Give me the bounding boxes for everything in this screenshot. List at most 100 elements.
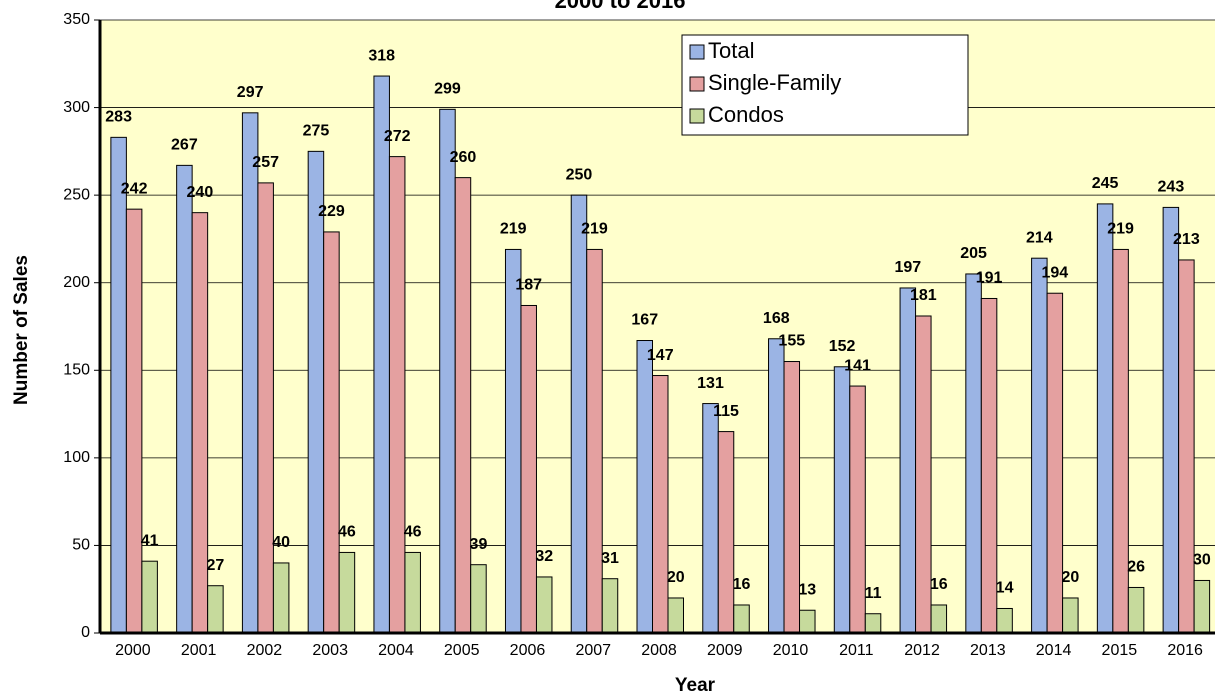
bar	[768, 338, 785, 634]
bar	[454, 177, 472, 634]
legend-label: Condos	[708, 102, 784, 127]
bar	[1112, 248, 1129, 634]
value-label: 275	[303, 123, 330, 140]
x-tick-label: 2004	[378, 642, 414, 659]
bar	[176, 164, 193, 634]
bar	[125, 208, 143, 634]
legend-label: Total	[708, 38, 754, 63]
bar	[849, 385, 866, 634]
value-label: 168	[763, 310, 790, 327]
bar	[373, 75, 390, 634]
x-tick-label: 2016	[1167, 642, 1203, 659]
bar	[272, 562, 290, 634]
bar	[323, 231, 340, 634]
value-label: 155	[778, 333, 805, 350]
value-label: 260	[450, 149, 477, 166]
value-label: 46	[404, 524, 422, 541]
legend-box	[681, 34, 969, 136]
value-label: 243	[1158, 179, 1185, 196]
bar	[717, 431, 735, 634]
x-tick-label: 2001	[181, 642, 217, 659]
x-tick-label: 2008	[641, 642, 677, 659]
bar	[257, 182, 274, 634]
legend-swatch	[689, 108, 705, 124]
value-label: 41	[141, 532, 159, 549]
x-tick-label: 2012	[904, 642, 940, 659]
value-label: 26	[1127, 559, 1145, 576]
bar	[601, 578, 619, 634]
bar	[439, 108, 456, 634]
bar	[520, 304, 537, 634]
x-tick-label: 2010	[773, 642, 809, 659]
x-tick-label: 2000	[115, 642, 151, 659]
value-label: 167	[631, 312, 658, 329]
bar	[1031, 257, 1048, 634]
y-tick-label: 350	[63, 11, 90, 28]
bar	[586, 248, 603, 634]
value-label: 213	[1173, 231, 1200, 248]
value-label: 297	[237, 84, 264, 101]
x-tick-label: 2003	[312, 642, 348, 659]
bar	[1046, 292, 1064, 634]
x-tick-label: 2005	[444, 642, 480, 659]
x-tick-label: 2006	[510, 642, 546, 659]
bar	[636, 340, 653, 634]
y-tick-label: 0	[81, 624, 90, 641]
y-tick-label: 250	[63, 186, 90, 203]
bar	[733, 604, 750, 634]
bar	[702, 403, 719, 634]
value-label: 267	[171, 137, 198, 154]
bar	[570, 194, 588, 634]
bar	[965, 273, 982, 634]
value-label: 194	[1041, 264, 1068, 281]
value-label: 141	[844, 357, 871, 374]
y-tick-label: 300	[63, 99, 90, 116]
value-label: 16	[930, 576, 948, 593]
value-label: 181	[910, 287, 937, 304]
bar	[652, 375, 669, 634]
value-label: 20	[667, 569, 685, 586]
bar	[504, 248, 522, 634]
value-label: 219	[500, 221, 527, 238]
x-tick-label: 2015	[1102, 642, 1138, 659]
value-label: 32	[535, 548, 553, 565]
value-label: 250	[566, 166, 593, 183]
value-label: 40	[272, 534, 290, 551]
value-label: 13	[798, 581, 816, 598]
bar	[915, 315, 932, 634]
bar	[404, 551, 421, 634]
chart-title: 2000 to 2016	[555, 0, 686, 13]
bar	[899, 287, 917, 634]
x-tick-label: 2007	[575, 642, 611, 659]
value-label: 115	[713, 403, 739, 420]
value-label: 318	[368, 47, 395, 64]
value-label: 39	[470, 536, 488, 553]
bar	[799, 609, 816, 634]
bar	[191, 212, 209, 634]
value-label: 197	[894, 259, 921, 276]
value-label: 16	[733, 576, 751, 593]
y-tick-label: 50	[72, 537, 90, 554]
value-label: 299	[434, 81, 461, 98]
bar	[1178, 259, 1195, 634]
x-tick-label: 2009	[707, 642, 743, 659]
legend-swatch	[689, 44, 705, 60]
bar	[930, 604, 948, 634]
value-label: 242	[121, 180, 148, 197]
y-tick-label: 200	[63, 274, 90, 291]
bar	[388, 156, 406, 634]
value-label: 131	[697, 375, 724, 392]
bar	[1127, 586, 1145, 634]
value-label: 30	[1193, 552, 1211, 569]
bar	[783, 361, 801, 634]
value-label: 245	[1092, 175, 1119, 192]
bar	[338, 551, 356, 634]
value-label: 257	[252, 154, 279, 171]
value-label: 31	[601, 550, 619, 567]
x-tick-label: 2011	[839, 642, 874, 659]
bar	[535, 576, 553, 634]
legend-swatch	[689, 76, 705, 92]
y-tick-label: 150	[63, 362, 90, 379]
